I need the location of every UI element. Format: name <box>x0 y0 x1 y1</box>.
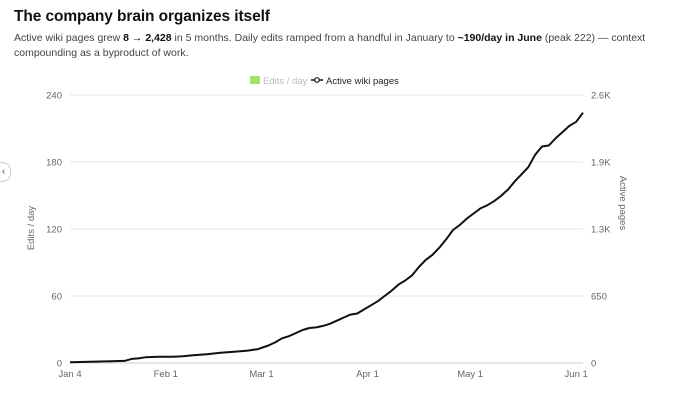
x-tick-label: Jan 4 <box>58 369 81 380</box>
left-axis-label: Edits / day <box>26 206 37 251</box>
right-tick-label: 1.9K <box>591 158 611 169</box>
x-tick-label: Apr 1 <box>356 369 379 380</box>
x-axis-ticks: Jan 4 Feb 1 Mar 1 Apr 1 May 1 Jun 1 <box>58 369 587 380</box>
right-tick-label: 0 <box>591 359 596 370</box>
left-axis-ticks: 0 60 120 180 240 <box>46 91 62 370</box>
x-tick-label: May 1 <box>457 369 483 380</box>
left-tick-label: 0 <box>57 359 62 370</box>
right-tick-label: 650 <box>591 292 607 303</box>
subtitle-highlight-pages: 8 → 2,428 <box>123 32 172 44</box>
chart-title: The company brain organizes itself <box>14 8 270 25</box>
edits-bar <box>109 361 113 363</box>
subtitle-highlight-edits: ~190/day in June <box>457 32 542 44</box>
x-tick-label: Mar 1 <box>249 369 273 380</box>
active-pages-line <box>69 112 584 364</box>
right-axis-label: Active pages <box>617 176 628 231</box>
subtitle-text-1: Active wiki pages grew <box>14 32 124 44</box>
left-tick-label: 60 <box>51 292 62 303</box>
chart-subtitle: Active wiki pages grew 8 → 2,428 in 5 mo… <box>14 31 669 61</box>
left-tick-label: 240 <box>46 91 62 102</box>
subtitle-text-2: in 5 months. Daily edits ramped from a h… <box>171 32 458 44</box>
legend-pages-label: Active wiki pages <box>326 76 399 87</box>
right-tick-label: 1.3K <box>591 225 611 236</box>
legend-pages-marker <box>314 77 320 83</box>
gridlines <box>70 94 583 364</box>
right-tick-label: 2.6K <box>591 91 611 102</box>
x-tick-label: Jun 1 <box>565 369 588 380</box>
left-tick-label: 120 <box>46 225 62 236</box>
left-tick-label: 180 <box>46 158 62 169</box>
x-tick-label: Feb 1 <box>154 369 178 380</box>
right-axis-ticks: 0 650 1.3K 1.9K 2.6K <box>591 91 611 370</box>
legend-edits-swatch <box>250 76 260 84</box>
subtitle-text-3: (peak 222) — context compounding as a by… <box>14 32 646 59</box>
legend[interactable]: Edits / day Active wiki pages <box>250 76 399 87</box>
legend-edits-label: Edits / day <box>263 76 308 87</box>
